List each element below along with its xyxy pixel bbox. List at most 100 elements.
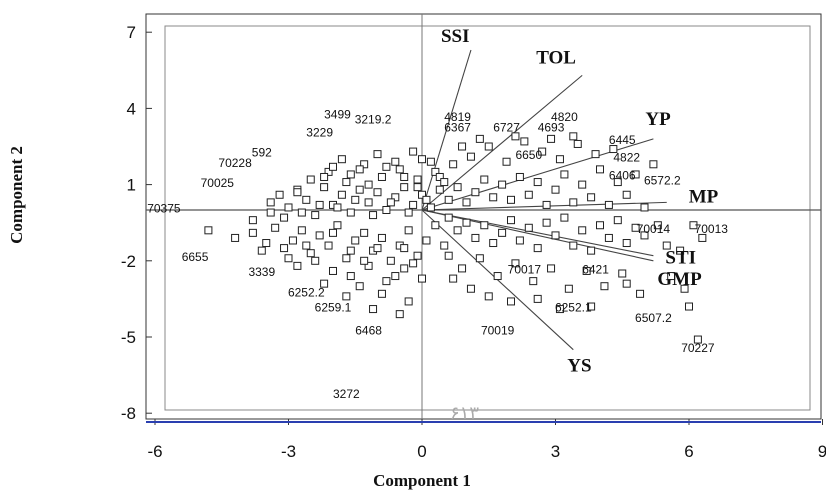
- data-point: [311, 256, 320, 265]
- data-point: [422, 236, 431, 245]
- data-point: [449, 274, 458, 283]
- point-label-592: 592: [252, 146, 272, 160]
- data-point: [551, 231, 560, 240]
- data-point: [342, 178, 351, 187]
- data-point: [640, 231, 649, 240]
- data-point: [351, 195, 360, 204]
- data-point: [346, 208, 355, 217]
- data-point: [604, 200, 613, 209]
- data-point: [324, 241, 333, 250]
- data-point: [564, 284, 573, 293]
- data-point: [204, 226, 213, 235]
- data-point: [426, 157, 435, 166]
- data-point: [444, 213, 453, 222]
- data-point: [466, 284, 475, 293]
- vector-label-ys: YS: [567, 356, 591, 377]
- data-point: [498, 228, 507, 237]
- data-point: [395, 165, 404, 174]
- data-point: [377, 289, 386, 298]
- inner-frame-rect: [164, 25, 811, 411]
- point-label-70228: 70228: [218, 156, 252, 170]
- point-label-70019: 70019: [481, 323, 515, 337]
- point-label-6655: 6655: [182, 250, 209, 264]
- data-point: [533, 294, 542, 303]
- data-point: [400, 264, 409, 273]
- data-point: [569, 132, 578, 141]
- point-label-6252.2: 6252.2: [288, 285, 325, 299]
- data-point: [360, 160, 369, 169]
- data-point: [489, 239, 498, 248]
- data-point: [484, 292, 493, 301]
- data-point: [507, 297, 515, 306]
- data-point: [333, 221, 342, 230]
- data-point: [596, 165, 604, 174]
- y-tick-label: 4: [127, 99, 136, 118]
- data-point: [413, 251, 422, 260]
- point-label-70025: 70025: [201, 176, 235, 190]
- data-point: [391, 157, 400, 166]
- data-point: [262, 239, 271, 248]
- data-point: [266, 198, 275, 207]
- data-point: [342, 254, 351, 263]
- data-point: [453, 183, 462, 192]
- data-point: [320, 279, 329, 288]
- data-point: [569, 198, 578, 207]
- data-point: [498, 180, 507, 189]
- data-point: [475, 134, 484, 143]
- zero-lines: [146, 14, 821, 419]
- data-point: [667, 272, 676, 281]
- data-point: [275, 190, 284, 199]
- data-point: [280, 213, 289, 222]
- point-label-6421: 6421: [582, 263, 609, 277]
- data-point: [333, 203, 342, 212]
- data-point: [578, 180, 587, 189]
- data-point: [377, 233, 386, 242]
- data-point: [293, 188, 302, 197]
- data-point: [257, 246, 266, 255]
- data-point: [329, 228, 337, 237]
- data-point: [542, 200, 551, 209]
- data-point: [493, 272, 502, 281]
- y-tick-label: 7: [127, 23, 136, 42]
- data-point: [507, 195, 515, 204]
- data-point: [689, 221, 698, 230]
- data-point: [364, 198, 373, 207]
- data-point: [324, 167, 333, 176]
- x-tick-label: 0: [417, 442, 426, 461]
- vector-label-gmp: GMP: [657, 269, 702, 290]
- point-label-3219.2: 3219.2: [355, 113, 392, 127]
- data-point: [649, 160, 658, 169]
- data-point: [551, 185, 560, 194]
- x-tick-label: -3: [281, 442, 296, 461]
- x-tick-label: 6: [684, 442, 693, 461]
- data-point: [560, 213, 569, 222]
- data-point: [431, 221, 440, 230]
- data-point: [480, 221, 489, 230]
- data-point: [329, 266, 337, 275]
- data-point: [533, 178, 542, 187]
- data-point: [329, 162, 337, 171]
- data-point: [524, 223, 533, 232]
- data-point: [444, 195, 453, 204]
- data-point: [458, 142, 467, 151]
- point-label-4822: 4822: [613, 151, 640, 165]
- data-point: [618, 269, 627, 278]
- data-point: [480, 175, 489, 184]
- data-point: [462, 198, 471, 207]
- vector-label-tol: TOL: [536, 47, 576, 68]
- data-point: [489, 193, 498, 202]
- data-point: [297, 208, 306, 217]
- vector-gmp: [421, 209, 654, 262]
- data-point: [636, 289, 645, 298]
- data-point: [515, 172, 524, 181]
- data-point: [395, 310, 404, 319]
- data-point: [662, 241, 671, 250]
- data-point: [320, 183, 329, 192]
- data-point: [520, 137, 529, 146]
- data-point: [391, 193, 400, 202]
- data-point: [382, 277, 391, 286]
- vector-label-yp: YP: [645, 109, 671, 130]
- y-tick-label: -2: [121, 252, 136, 271]
- data-point: [373, 188, 382, 197]
- data-point: [507, 216, 515, 225]
